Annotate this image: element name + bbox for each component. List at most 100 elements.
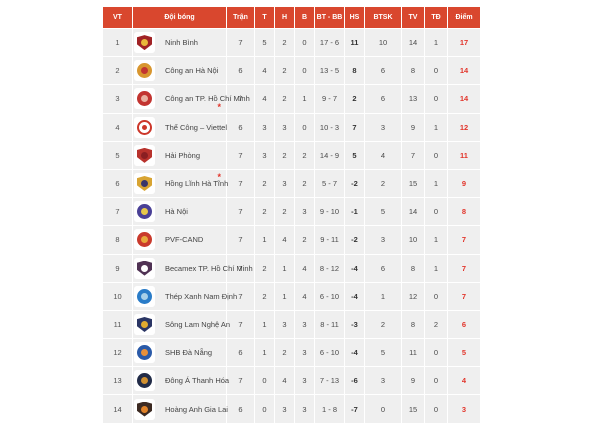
goals-for-against-cell: 6 - 10	[315, 339, 344, 367]
table-row: 5 Hải Phòng 7 3 2 2 14 - 9 5 4 7 0 11	[103, 141, 480, 169]
table-header-row: VT Đội bóng Trận T H B BT - BB HS BTSK TV TĐ Điểm	[103, 7, 480, 28]
yellow-cards-cell: 12	[402, 282, 424, 310]
wins-cell: 2	[255, 282, 274, 310]
losses-cell: 2	[295, 169, 314, 198]
losses-cell: 3	[295, 395, 314, 423]
matches-played-cell: 7	[227, 310, 254, 339]
matches-played-cell: 7	[227, 141, 254, 169]
table-row: 11 Sông Lam Nghệ An 7 1 3 3 8 - 11 -3 2 …	[103, 310, 480, 339]
team-cell[interactable]: Công an TP. Hồ Chí Minh *	[133, 85, 250, 113]
red-cards-cell: 0	[425, 198, 447, 226]
matches-played-cell: 6	[227, 113, 254, 141]
table-row: 14 Hoàng Anh Gia Lai 6 0 3 3 1 - 8 -7 0 …	[103, 395, 480, 423]
column-header-4: H	[275, 7, 294, 28]
team-cell[interactable]: Hải Phòng	[133, 141, 226, 169]
table-row: 1 Ninh Bình 7 5 2 0 17 - 6 11 10 14 1 17	[103, 29, 480, 57]
matches-played-cell: 6	[227, 395, 254, 423]
goals-for-against-cell: 8 - 11	[315, 310, 344, 339]
team-logo-icon	[134, 88, 155, 110]
matches-played-cell: 7	[227, 367, 254, 395]
team-cell[interactable]: Thép Xanh Nam Định	[133, 282, 237, 310]
wins-cell: 0	[255, 395, 274, 423]
team-name: Hà Nội	[165, 207, 188, 217]
yellow-cards-cell: 13	[402, 85, 424, 113]
team-cell[interactable]: Hà Nội	[133, 198, 226, 226]
btsk-cell: 2	[365, 169, 401, 198]
goals-for-against-cell: 14 - 9	[315, 141, 344, 169]
draws-cell: 2	[275, 339, 294, 367]
goals-for-against-cell: 9 - 11	[315, 226, 344, 254]
losses-cell: 4	[295, 282, 314, 310]
column-header-8: BTSK	[365, 7, 401, 28]
btsk-cell: 3	[365, 113, 401, 141]
yellow-cards-cell: 11	[402, 339, 424, 367]
draws-cell: 2	[275, 29, 294, 57]
points-cell: 8	[448, 198, 480, 226]
matches-played-cell: 6	[227, 57, 254, 85]
team-logo-icon	[134, 313, 155, 335]
matches-played-cell: 6	[227, 339, 254, 367]
red-cards-cell: 0	[425, 282, 447, 310]
btsk-cell: 6	[365, 57, 401, 85]
draws-cell: 1	[275, 254, 294, 282]
losses-cell: 4	[295, 254, 314, 282]
yellow-cards-cell: 15	[402, 395, 424, 423]
btsk-cell: 10	[365, 29, 401, 57]
goals-for-against-cell: 7 - 13	[315, 367, 344, 395]
table-row: 7 Hà Nội 7 2 2 3 9 - 10 -1 5 14 0 8	[103, 198, 480, 226]
btsk-cell: 4	[365, 141, 401, 169]
team-cell[interactable]: Công an Hà Nội	[133, 57, 226, 85]
red-cards-cell: 2	[425, 310, 447, 339]
btsk-cell: 3	[365, 367, 401, 395]
table-row: 6 Hồng Lĩnh Hà Tĩnh * 7 2 3 2 5 - 7 -2 2…	[103, 169, 480, 198]
team-cell[interactable]: SHB Đà Nẵng	[133, 339, 226, 367]
team-cell[interactable]: Sông Lam Nghệ An	[133, 310, 230, 339]
team-logo-icon	[134, 229, 155, 251]
losses-cell: 2	[295, 226, 314, 254]
table-row: 4 Thể Công – Viettel 6 3 3 0 10 - 3 7 3 …	[103, 113, 480, 141]
btsk-cell: 0	[365, 395, 401, 423]
team-rank: 3	[103, 85, 132, 113]
league-standings-table: VT Đội bóng Trận T H B BT - BB HS BTSK TV TĐ Điểm 1…	[103, 7, 480, 423]
red-cards-cell: 0	[425, 339, 447, 367]
team-logo-icon	[134, 285, 155, 307]
team-cell[interactable]: Hồng Lĩnh Hà Tĩnh *	[133, 169, 228, 198]
team-cell[interactable]: Hoàng Anh Gia Lai	[133, 395, 228, 423]
red-cards-cell: 1	[425, 113, 447, 141]
losses-cell: 0	[295, 57, 314, 85]
draws-cell: 2	[275, 85, 294, 113]
wins-cell: 4	[255, 85, 274, 113]
btsk-cell: 2	[365, 310, 401, 339]
goal-difference-cell: -1	[345, 198, 364, 226]
column-header-5: B	[295, 7, 314, 28]
points-cell: 6	[448, 310, 480, 339]
team-cell[interactable]: Thể Công – Viettel	[133, 113, 227, 141]
red-cards-cell: 1	[425, 226, 447, 254]
team-logo-icon	[134, 144, 155, 166]
team-logo-icon	[134, 116, 155, 138]
losses-cell: 3	[295, 310, 314, 339]
red-cards-cell: 1	[425, 169, 447, 198]
draws-cell: 3	[275, 310, 294, 339]
note-asterisk-icon: *	[217, 171, 221, 182]
column-header-0: VT	[103, 7, 132, 28]
goals-for-against-cell: 9 - 7	[315, 85, 344, 113]
losses-cell: 1	[295, 85, 314, 113]
team-rank: 6	[103, 169, 132, 198]
team-cell[interactable]: Becamex TP. Hồ Chí Minh	[133, 254, 253, 282]
red-cards-cell: 0	[425, 367, 447, 395]
team-cell[interactable]: Đông Á Thanh Hóa	[133, 367, 229, 395]
team-name: Công an TP. Hồ Chí Minh	[165, 94, 250, 104]
column-header-6: BT - BB	[315, 7, 344, 28]
team-cell[interactable]: Ninh Bình	[133, 29, 226, 57]
team-logo-icon	[134, 60, 155, 82]
goals-for-against-cell: 17 - 6	[315, 29, 344, 57]
team-cell[interactable]: PVF-CAND	[133, 226, 226, 254]
team-logo-icon	[134, 398, 155, 420]
team-logo-icon	[134, 342, 155, 364]
team-logo-icon	[134, 257, 155, 279]
goals-for-against-cell: 9 - 10	[315, 198, 344, 226]
column-header-11: Điểm	[448, 7, 480, 28]
wins-cell: 1	[255, 339, 274, 367]
points-cell: 12	[448, 113, 480, 141]
